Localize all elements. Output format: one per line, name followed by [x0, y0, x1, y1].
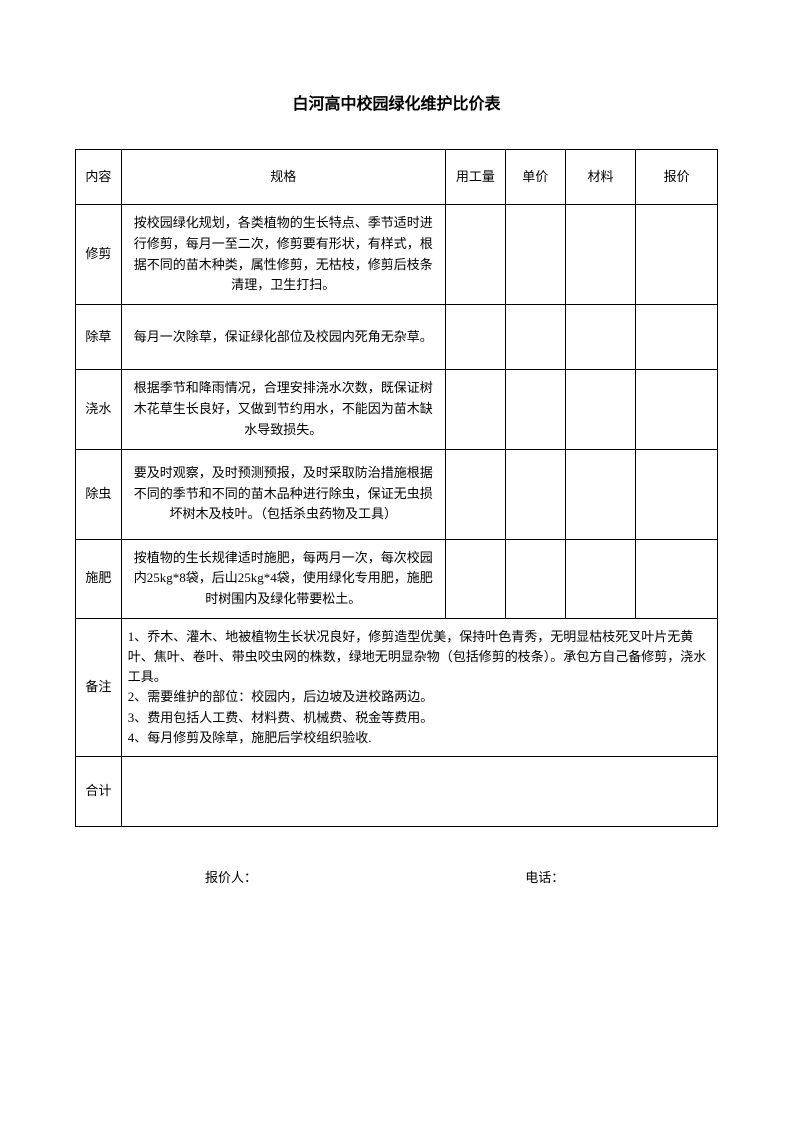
row-total: 合计: [76, 756, 718, 826]
pest-material: [565, 449, 636, 539]
water-labor: [445, 370, 505, 449]
page-title: 白河高中校园绿化维护比价表: [75, 90, 718, 114]
water-quote: [636, 370, 718, 449]
prune-spec: 按校园绿化规划，各类植物的生长特点、季节适时进行修剪，每月一至二次，修剪要有形状…: [121, 205, 445, 305]
water-price: [505, 370, 565, 449]
prune-quote: [636, 205, 718, 305]
header-spec: 规格: [121, 150, 445, 205]
water-spec: 根据季节和降雨情况，合理安排浇水次数，既保证树木花草生长良好，又做到节约用水，不…: [121, 370, 445, 449]
prune-label: 修剪: [76, 205, 122, 305]
weed-price: [505, 305, 565, 370]
header-labor: 用工量: [445, 150, 505, 205]
total-label: 合计: [76, 756, 122, 826]
row-fert: 施肥 按植物的生长规律适时施肥，每两月一次，每次校园内25kg*8袋，后山25k…: [76, 539, 718, 618]
weed-label: 除草: [76, 305, 122, 370]
pest-quote: [636, 449, 718, 539]
prune-material: [565, 205, 636, 305]
fert-label: 施肥: [76, 539, 122, 618]
header-row: 内容 规格 用工量 单价 材料 报价: [76, 150, 718, 205]
phone-label: 电话：: [525, 867, 564, 886]
fert-price: [505, 539, 565, 618]
signature-row: 报价人： 电话：: [75, 867, 718, 886]
header-unit-price: 单价: [505, 150, 565, 205]
weed-quote: [636, 305, 718, 370]
weed-material: [565, 305, 636, 370]
fert-quote: [636, 539, 718, 618]
water-material: [565, 370, 636, 449]
quotation-table: 内容 规格 用工量 单价 材料 报价 修剪 按校园绿化规划，各类植物的生长特点、…: [75, 149, 718, 827]
row-prune: 修剪 按校园绿化规划，各类植物的生长特点、季节适时进行修剪，每月一至二次，修剪要…: [76, 205, 718, 305]
weed-spec: 每月一次除草，保证绿化部位及校园内死角无杂草。: [121, 305, 445, 370]
header-content: 内容: [76, 150, 122, 205]
notes-text: 1、乔木、灌木、地被植物生长状况良好，修剪造型优美，保持叶色青秀，无明显枯枝死叉…: [121, 618, 717, 756]
notes-label: 备注: [76, 618, 122, 756]
quoter-label: 报价人：: [205, 867, 257, 886]
fert-spec: 按植物的生长规律适时施肥，每两月一次，每次校园内25kg*8袋，后山25kg*4…: [121, 539, 445, 618]
pest-labor: [445, 449, 505, 539]
row-notes: 备注 1、乔木、灌木、地被植物生长状况良好，修剪造型优美，保持叶色青秀，无明显枯…: [76, 618, 718, 756]
row-weed: 除草 每月一次除草，保证绿化部位及校园内死角无杂草。: [76, 305, 718, 370]
pest-label: 除虫: [76, 449, 122, 539]
fert-material: [565, 539, 636, 618]
row-water: 浇水 根据季节和降雨情况，合理安排浇水次数，既保证树木花草生长良好，又做到节约用…: [76, 370, 718, 449]
prune-price: [505, 205, 565, 305]
prune-labor: [445, 205, 505, 305]
pest-price: [505, 449, 565, 539]
pest-spec: 要及时观察，及时预测预报，及时采取防治措施根据不同的季节和不同的苗木品种进行除虫…: [121, 449, 445, 539]
row-pest: 除虫 要及时观察，及时预测预报，及时采取防治措施根据不同的季节和不同的苗木品种进…: [76, 449, 718, 539]
header-quote: 报价: [636, 150, 718, 205]
header-material: 材料: [565, 150, 636, 205]
weed-labor: [445, 305, 505, 370]
water-label: 浇水: [76, 370, 122, 449]
fert-labor: [445, 539, 505, 618]
total-value: [121, 756, 717, 826]
